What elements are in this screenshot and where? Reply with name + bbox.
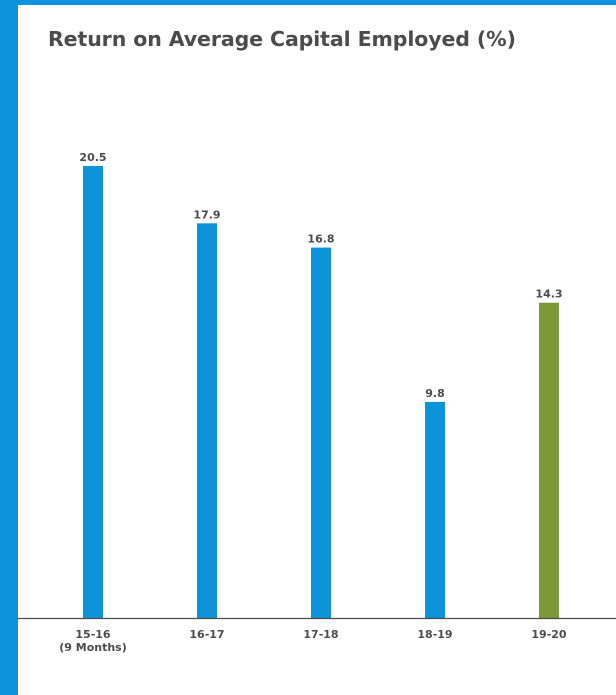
data-label-16-17: 17.9 [193, 208, 220, 221]
bar-17-18 [311, 247, 331, 618]
x-tick-label: 16-17 [189, 628, 224, 641]
x-tick-label: 17-18 [303, 628, 338, 641]
data-label-19-20: 14.3 [535, 288, 562, 301]
x-tick-label: 18-19 [417, 628, 452, 641]
data-label-15-16: 20.5 [79, 151, 106, 164]
bar-19-20 [539, 302, 559, 618]
data-label-17-18: 16.8 [307, 233, 334, 246]
bars-group [83, 166, 559, 618]
bar-15-16 [83, 166, 103, 618]
x-tick-label: 19-20 [531, 628, 567, 641]
bar-16-17 [197, 223, 217, 618]
bar-18-19 [425, 401, 445, 618]
data-label-18-19: 9.8 [425, 387, 445, 400]
x-tick-labels-group: 15-16(9 Months) 16-17 17-18 18-19 19-20 [59, 628, 567, 654]
x-tick-label: (9 Months) [59, 641, 127, 654]
chart-title: Return on Average Capital Employed (%) [48, 27, 516, 51]
x-tick-label: 15-16 [75, 628, 111, 641]
data-labels-group: 20.5 17.9 16.8 9.8 14.3 [79, 151, 562, 400]
